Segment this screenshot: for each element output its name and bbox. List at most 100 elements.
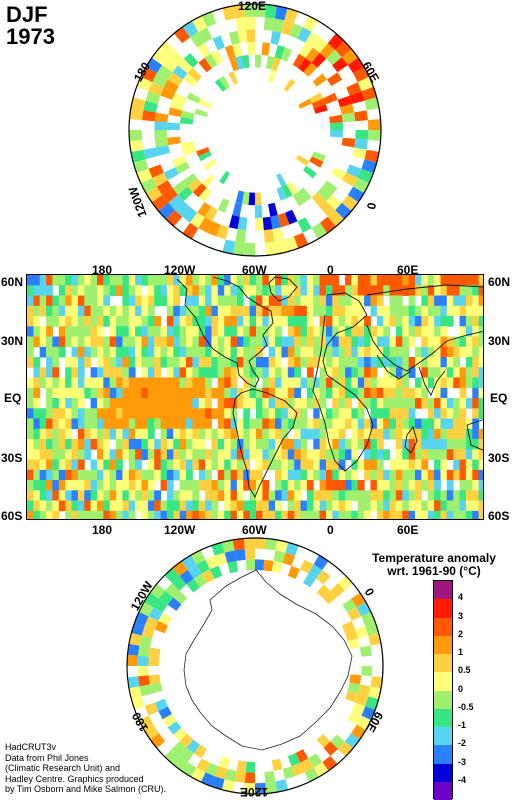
grid-cell <box>338 428 346 440</box>
grid-cell <box>58 305 66 317</box>
grid-cell <box>370 377 378 389</box>
grid-cell <box>179 480 187 491</box>
grid-cell <box>65 490 72 501</box>
grid-cell <box>389 469 397 481</box>
grid-cell <box>306 295 314 307</box>
grid-cell <box>268 305 276 317</box>
grid-cell <box>446 480 454 491</box>
grid-cell <box>27 500 34 512</box>
grid-cell <box>256 367 263 378</box>
grid-cell <box>434 500 441 512</box>
grid-cell <box>370 387 378 399</box>
grid-cell <box>141 439 149 450</box>
grid-cell <box>427 449 435 460</box>
polar-cell <box>133 159 149 174</box>
grid-cell <box>173 398 181 409</box>
grid-cell <box>389 459 397 471</box>
grid-cell <box>465 500 473 512</box>
grid-cell <box>319 285 327 296</box>
grid-cell <box>224 275 231 286</box>
grid-cell <box>84 408 92 419</box>
polar-cell <box>236 760 247 773</box>
grid-cell <box>166 490 174 501</box>
grid-cell <box>351 357 359 368</box>
grid-cell <box>275 449 282 460</box>
grid-cell <box>236 439 244 450</box>
polar-cell <box>244 242 255 256</box>
grid-cell <box>122 285 130 296</box>
polar-cell <box>232 43 242 58</box>
grid-cell <box>338 377 346 389</box>
grid-cell <box>478 449 483 460</box>
grid-cell <box>357 295 365 307</box>
grid-cell <box>408 428 416 440</box>
grid-cell <box>84 480 92 491</box>
grid-cell <box>103 275 111 286</box>
grid-cell <box>198 449 206 460</box>
grid-cell <box>205 459 212 471</box>
grid-cell <box>141 418 149 430</box>
grid-cell <box>52 387 60 399</box>
polar-cell <box>297 27 312 43</box>
grid-cell <box>338 500 346 512</box>
grid-cell <box>262 377 270 389</box>
grid-cell <box>421 449 429 460</box>
grid-cell <box>294 305 301 317</box>
grid-cell <box>192 336 200 348</box>
grid-cell <box>287 439 295 450</box>
polar-cell <box>193 744 207 759</box>
legend-label: -1 <box>458 720 467 730</box>
grid-cell <box>211 316 219 327</box>
grid-cell <box>97 326 104 337</box>
grid-cell <box>116 398 123 409</box>
grid-cell <box>205 418 212 430</box>
polar-cell <box>296 155 310 166</box>
grid-cell <box>351 336 359 348</box>
grid-cell <box>39 377 47 389</box>
grid-cell <box>135 285 142 296</box>
grid-cell <box>402 408 410 419</box>
grid-cell <box>332 285 340 296</box>
grid-cell <box>364 367 371 378</box>
grid-cell <box>395 408 403 419</box>
grid-cell <box>154 316 161 327</box>
grid-cell <box>71 459 79 471</box>
grid-cell <box>97 357 104 368</box>
grid-cell <box>122 336 130 348</box>
grid-cell <box>147 439 155 450</box>
grid-cell <box>71 295 79 307</box>
polar-cell <box>163 79 179 93</box>
grid-cell <box>370 357 378 368</box>
grid-cell <box>306 367 314 378</box>
season-label: DJF <box>6 2 48 27</box>
grid-cell <box>262 295 270 307</box>
grid-cell <box>408 439 416 450</box>
grid-cell <box>179 387 187 399</box>
grid-cell <box>465 490 473 501</box>
grid-cell <box>166 295 174 307</box>
grid-cell <box>135 295 142 307</box>
grid-cell <box>217 285 225 296</box>
grid-cell <box>338 357 346 368</box>
grid-cell <box>376 346 384 358</box>
grid-cell <box>128 418 136 430</box>
grid-cell <box>338 305 346 317</box>
grid-cell <box>154 295 161 307</box>
grid-cell <box>376 490 384 501</box>
grid-cell <box>166 275 174 286</box>
grid-cell <box>287 285 295 296</box>
grid-cell <box>415 418 422 430</box>
grid-cell <box>236 490 244 501</box>
grid-cell <box>300 439 308 450</box>
grid-cell <box>268 449 276 460</box>
grid-cell <box>319 510 327 519</box>
grid-cell <box>351 285 359 296</box>
grid-cell <box>332 459 340 471</box>
grid-cell <box>402 480 410 491</box>
grid-cell <box>313 398 321 409</box>
grid-cell <box>211 346 219 358</box>
grid-cell <box>465 469 473 481</box>
grid-cell <box>459 275 467 286</box>
grid-cell <box>46 285 53 296</box>
grid-cell <box>465 459 473 471</box>
